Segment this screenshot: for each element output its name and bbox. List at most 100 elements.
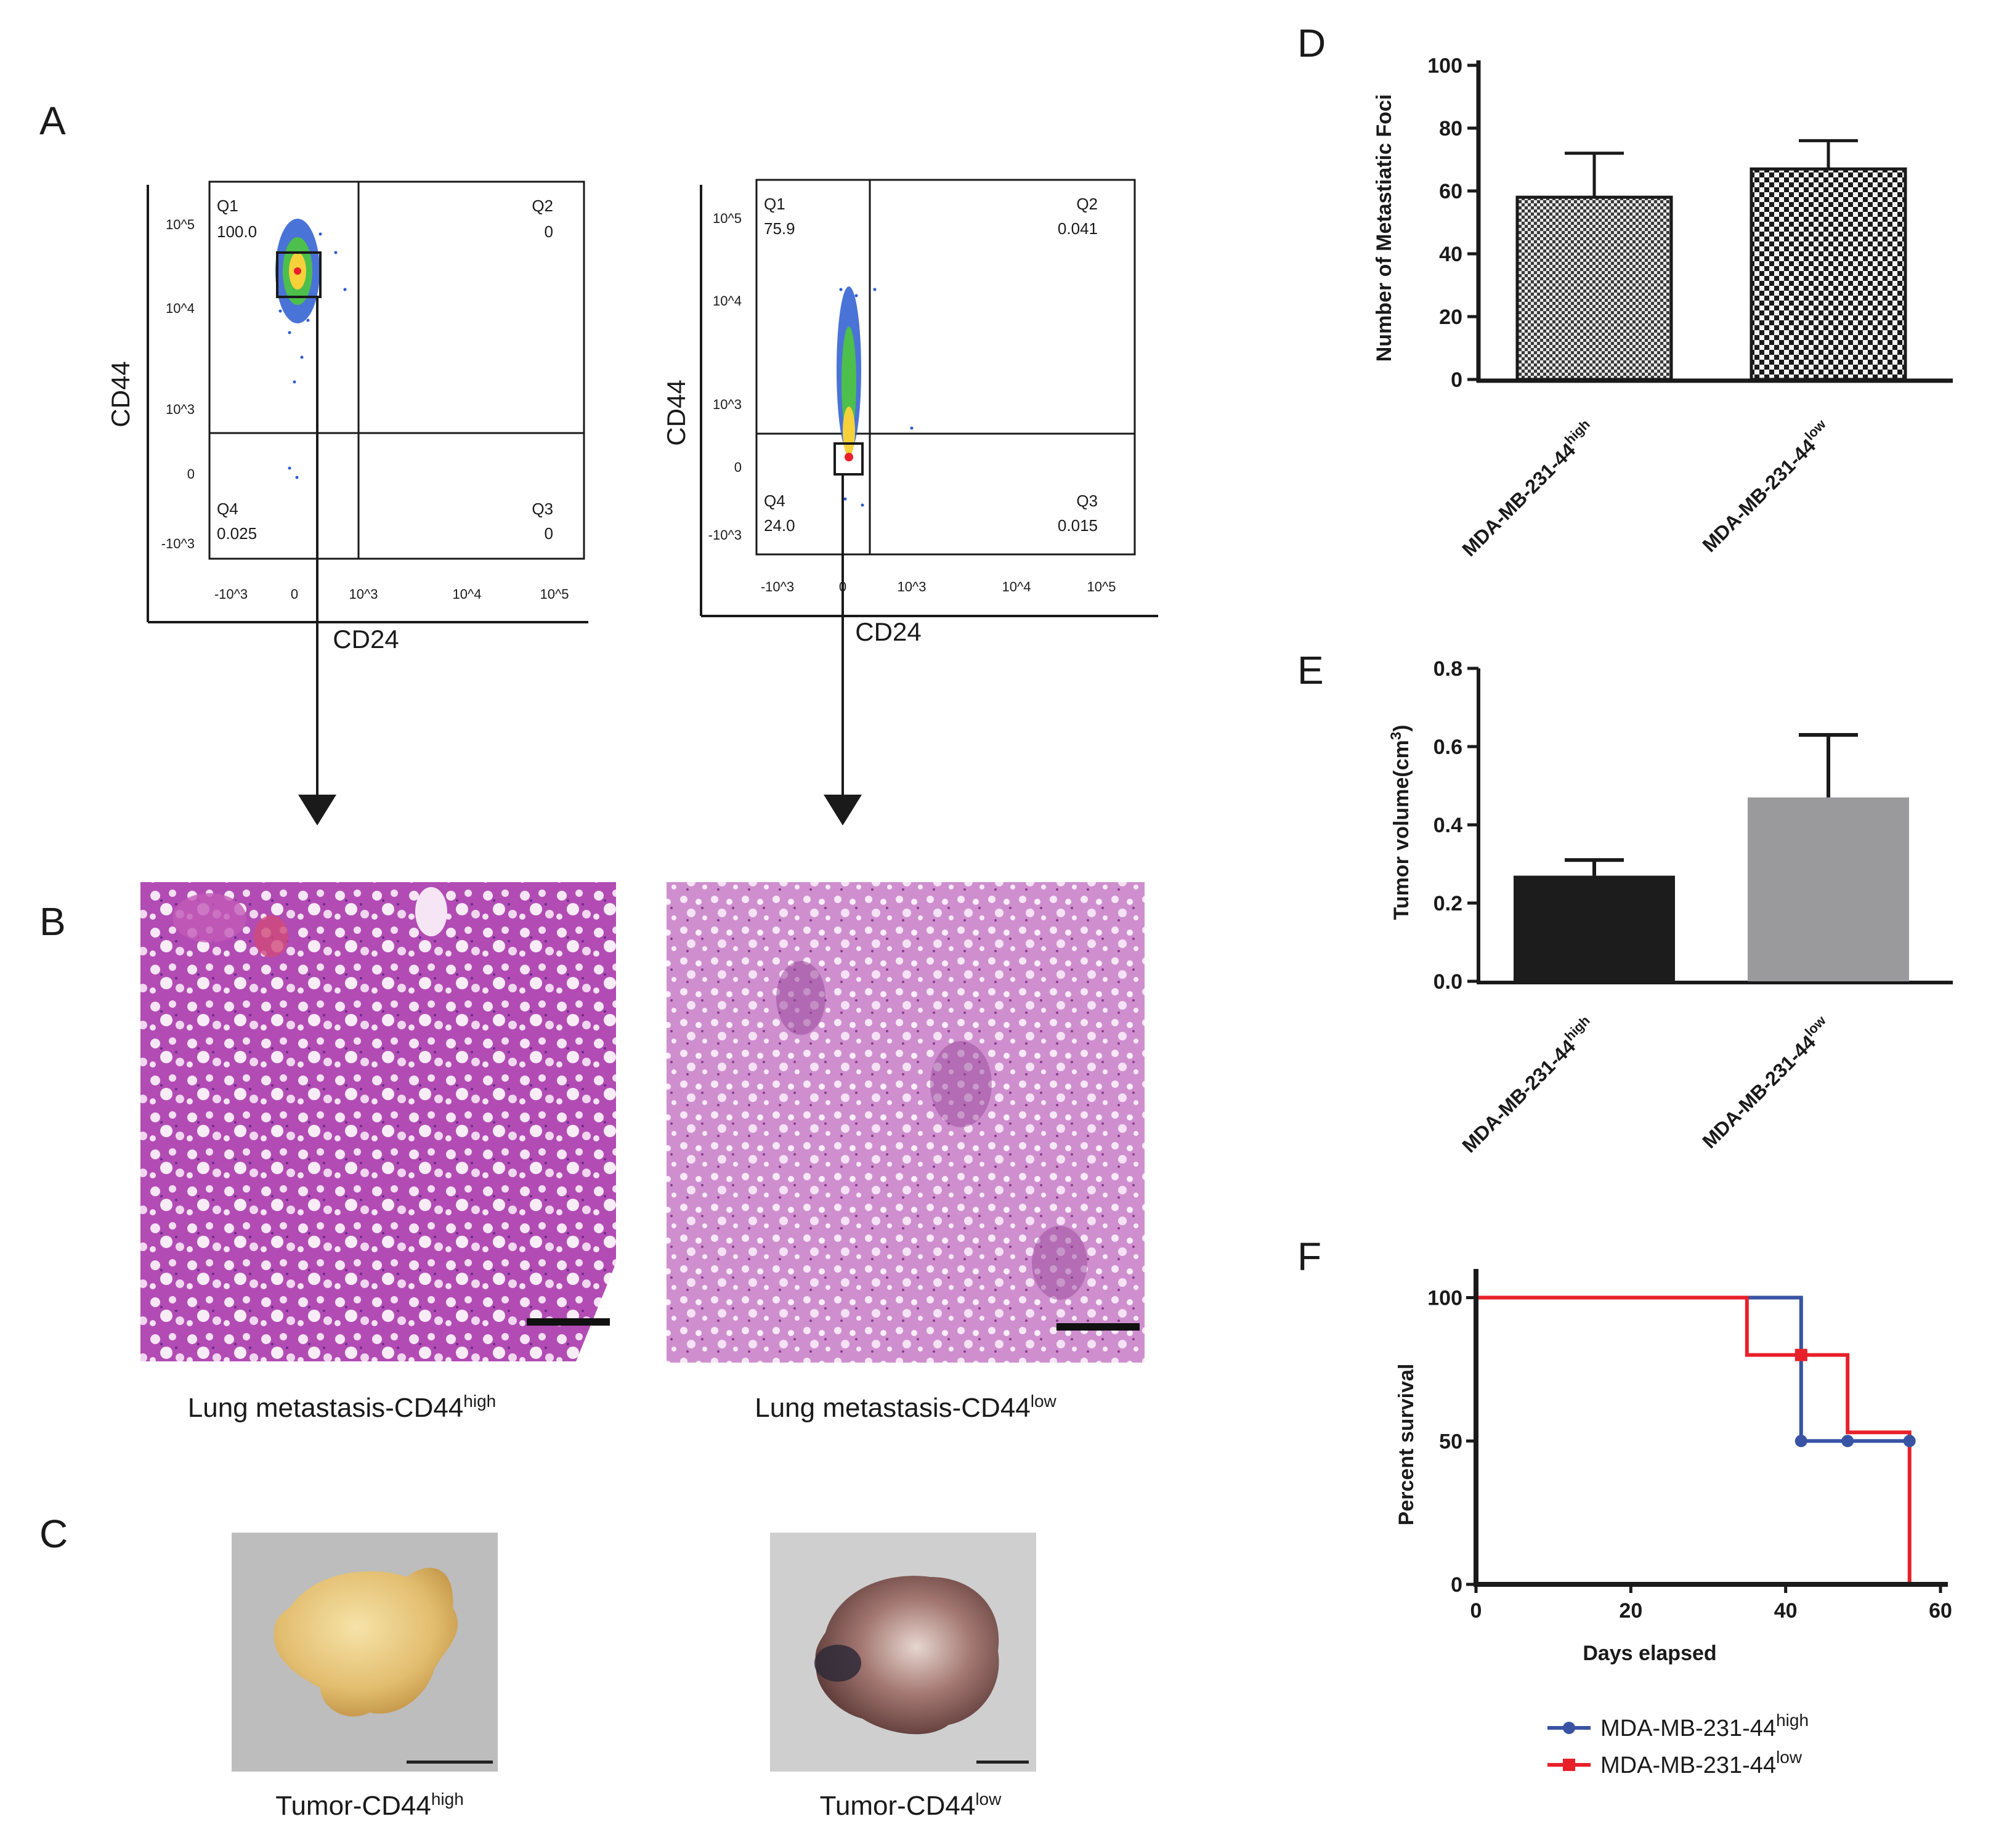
bar-chart-e: Tumor volume(cm3) 0.0 0.2 0.4 0.6 0.8 MDA-MB… (1388, 657, 1953, 1157)
e-ytick-label: 0.4 (1433, 814, 1462, 837)
gate-box-a1 (276, 251, 322, 298)
panel-letter-b: B (39, 899, 66, 944)
a1-xtick-1e4: 10^4 (452, 586, 481, 602)
caption-tumor-low: Tumor-CD44low (820, 1789, 1002, 1821)
a1-q2-value: 0 (545, 222, 553, 241)
d-bar-low (1750, 167, 1907, 381)
a2-xtick-1e3: 10^3 (897, 579, 926, 594)
f-xtick-label: 0 (1470, 1599, 1482, 1623)
legend-label-low: MDA-MB-231-44low (1600, 1748, 1802, 1778)
f-marker-high (1903, 1435, 1916, 1448)
a1-ytick-1e5: 10^5 (166, 217, 195, 232)
d-ytick-label: 60 (1439, 180, 1462, 203)
survival-chart-f: Percent survival Days elapsed 0 50 100 0 20 4… (1395, 1269, 1952, 1665)
flow-plot-a2: Q1 75.9 Q2 0.041 Q3 0.015 Q4 24.0 10^5 1… (662, 179, 1158, 646)
he-image-low (667, 882, 1145, 1363)
panel-letter-d: D (1297, 21, 1326, 65)
scale-bar-c1 (407, 1761, 493, 1764)
caption-lung-low: Lung metastasis-CD44low (755, 1392, 1056, 1423)
d-ytick-label: 20 (1439, 306, 1462, 329)
a1-xtick-neg1e3: -10^3 (214, 586, 248, 602)
a1-q2-name: Q2 (532, 197, 553, 215)
a1-q4-name: Q4 (217, 500, 238, 518)
a2-q4-name: Q4 (764, 492, 785, 510)
a1-q3-value: 0 (545, 524, 553, 543)
e-ytick-label: 0.6 (1433, 736, 1462, 759)
a2-ytick-1e3: 10^3 (713, 397, 742, 412)
f-series-high-line (1476, 1295, 1910, 1443)
tumor-photo-low (770, 1533, 1036, 1772)
a1-y-axis-label: CD44 (106, 361, 135, 427)
a1-q3-name: Q3 (532, 500, 553, 518)
scale-bar-b1 (527, 1318, 610, 1326)
a1-q1-value: 100.0 (217, 222, 257, 241)
e-error-bar-low (1799, 732, 1858, 798)
f-legend: MDA-MB-231-44high MDA-MB-231-44low (1547, 1711, 1809, 1778)
f-marker-high (1841, 1435, 1854, 1448)
a2-q2-value: 0.041 (1058, 219, 1098, 238)
d-ytick-label: 80 (1439, 117, 1462, 140)
a2-ytick-1e5: 10^5 (713, 211, 742, 226)
d-category-low: MDA-MB-231-44low (1696, 416, 1836, 556)
legend-marker-low (1563, 1759, 1575, 1771)
panel-letter-f: F (1297, 1234, 1321, 1279)
scale-bar-b2 (1056, 1323, 1140, 1331)
f-marker-low (1794, 1348, 1807, 1361)
f-series-low-line (1476, 1295, 1912, 1584)
panel-letter-a: A (39, 99, 66, 143)
a2-q3-name: Q3 (1076, 492, 1098, 510)
a2-ytick-0: 0 (734, 460, 742, 475)
flow-plot-a1: Q1 100.0 Q2 0 Q3 0 Q4 0.025 10^5 10^4 10… (106, 180, 588, 654)
a2-xtick-neg1e3: -10^3 (761, 579, 794, 594)
d-y-axis-label: Number of Metastiatic Foci (1373, 94, 1396, 362)
he-image-high (140, 882, 616, 1361)
arrow-head-a1 (298, 795, 336, 825)
d-ytick-label: 0 (1451, 368, 1462, 392)
a2-q1-value: 75.9 (764, 219, 795, 238)
legend-marker-high (1563, 1722, 1575, 1734)
e-ytick-label: 0.2 (1433, 892, 1462, 915)
f-xtick-label: 40 (1774, 1599, 1798, 1623)
a1-xtick-1e5: 10^5 (540, 586, 569, 602)
scale-bar-c2 (976, 1761, 1029, 1764)
d-bar-high (1515, 195, 1673, 381)
a1-ytick-0: 0 (187, 466, 195, 482)
caption-tumor-high: Tumor-CD44high (275, 1789, 464, 1821)
bar-chart-d: Number of Metastiatic Foci 020406080100 … (1373, 54, 1953, 561)
a2-ytick-1e4: 10^4 (713, 293, 742, 309)
f-y-axis-label: Percent survival (1395, 1364, 1418, 1526)
a2-q4-value: 24.0 (764, 516, 795, 535)
caption-lung-high: Lung metastasis-CD44high (188, 1392, 496, 1423)
e-ytick-label: 0.8 (1433, 657, 1462, 681)
a2-y-axis-label: CD44 (662, 379, 691, 445)
e-y-axis-label: Tumor volume(cm3) (1388, 725, 1413, 920)
a1-q1-name: Q1 (217, 197, 238, 215)
a1-ytick-1e4: 10^4 (166, 301, 195, 316)
a2-x-axis-label: CD24 (855, 617, 921, 646)
d-error-bar-high (1565, 152, 1624, 198)
e-category-high: MDA-MB-231-44high (1456, 1013, 1600, 1157)
d-category-high: MDA-MB-231-44high (1456, 416, 1600, 561)
a2-q3-value: 0.015 (1058, 516, 1098, 535)
panel-letter-c: C (39, 1512, 68, 1556)
f-ytick-label: 0 (1451, 1573, 1462, 1597)
f-ytick-label: 50 (1439, 1430, 1462, 1453)
gate-box-a2 (833, 442, 864, 476)
legend-label-high: MDA-MB-231-44high (1600, 1711, 1809, 1741)
d-ytick-label: 40 (1439, 243, 1462, 266)
d-error-bar-low (1799, 139, 1858, 169)
tumor-photo-high (232, 1533, 498, 1772)
f-x-axis-label: Days elapsed (1583, 1642, 1716, 1665)
arrow-head-a2 (824, 795, 862, 825)
f-xtick-label: 20 (1619, 1599, 1642, 1623)
a1-x-axis-label: CD24 (333, 625, 399, 654)
a2-xtick-1e5: 10^5 (1087, 579, 1116, 594)
e-error-bar-high (1565, 858, 1624, 876)
a1-xtick-0: 0 (291, 586, 298, 602)
f-xtick-label: 60 (1929, 1599, 1952, 1623)
e-bar-low (1748, 797, 1909, 981)
f-marker-high (1794, 1435, 1807, 1448)
a1-xtick-1e3: 10^3 (349, 586, 378, 602)
a2-q2-name: Q2 (1076, 195, 1098, 213)
